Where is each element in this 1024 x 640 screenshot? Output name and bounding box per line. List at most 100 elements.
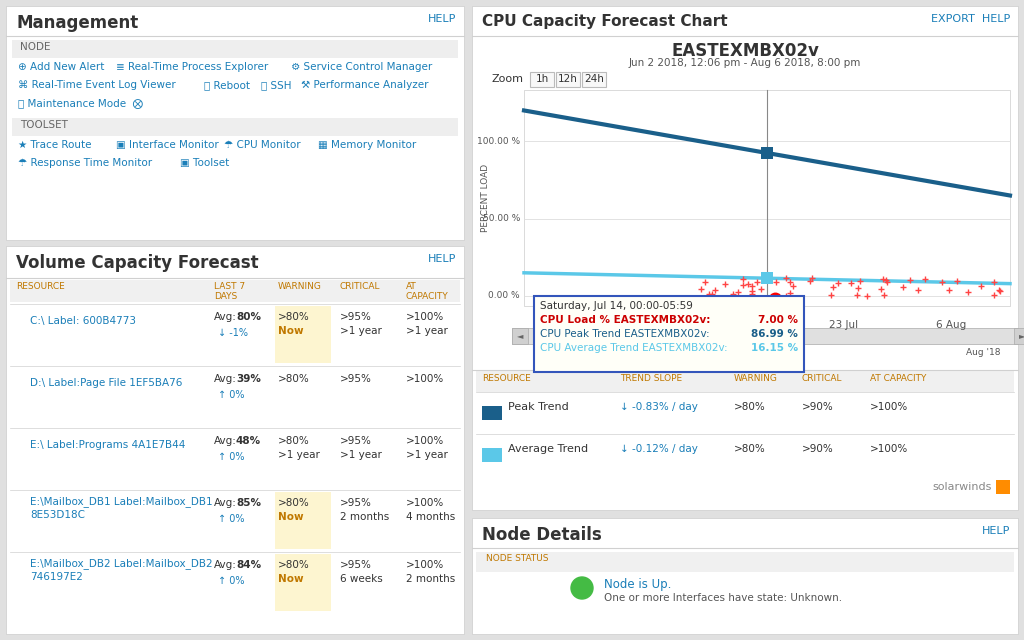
Text: PERCENT LOAD: PERCENT LOAD: [481, 164, 490, 232]
Text: ⊕ Add New Alert: ⊕ Add New Alert: [18, 62, 104, 72]
Text: >80%: >80%: [278, 436, 309, 446]
Bar: [1014, 328, 1024, 344]
Text: >1 year: >1 year: [278, 450, 319, 460]
Text: E:\ Label:Programs 4A1E7B44: E:\ Label:Programs 4A1E7B44: [30, 440, 185, 450]
Bar: [12, 40, 458, 58]
Text: NODE STATUS: NODE STATUS: [486, 554, 549, 563]
Text: Avg:: Avg:: [214, 374, 237, 384]
Text: >95%: >95%: [340, 498, 372, 508]
Bar: [512, 328, 528, 344]
Text: 80%: 80%: [236, 312, 261, 322]
Text: 50.00 %: 50.00 %: [482, 214, 520, 223]
Text: ↑ 0%: ↑ 0%: [218, 390, 245, 400]
Bar: [761, 147, 773, 159]
Text: HELP: HELP: [428, 254, 456, 264]
Text: HELP: HELP: [982, 526, 1010, 536]
Text: ⎕ SSH: ⎕ SSH: [261, 80, 292, 90]
Text: Average Trend: Average Trend: [508, 444, 588, 454]
Text: EASTEXMBX02v: EASTEXMBX02v: [671, 42, 819, 60]
Bar: [12, 118, 458, 136]
Text: ↓ -1%: ↓ -1%: [218, 328, 248, 338]
Text: RESOURCE: RESOURCE: [16, 282, 65, 291]
Text: WARNING: WARNING: [734, 374, 778, 383]
Text: '18: '18: [760, 348, 774, 357]
Text: Node Details: Node Details: [482, 526, 602, 544]
Text: >100%: >100%: [870, 444, 908, 454]
Text: WARNING: WARNING: [278, 282, 322, 291]
Bar: [556, 72, 580, 87]
Text: ↑ 0%: ↑ 0%: [218, 576, 245, 586]
Bar: [996, 480, 1010, 494]
Text: ☂ Response Time Monitor: ☂ Response Time Monitor: [18, 158, 153, 168]
Text: 16.15 %: 16.15 %: [751, 343, 798, 353]
Text: 85%: 85%: [236, 498, 261, 508]
Bar: [10, 366, 460, 427]
Bar: [530, 72, 554, 87]
Text: ≣ Real-Time Process Explorer: ≣ Real-Time Process Explorer: [116, 62, 268, 72]
Text: Volume Capacity Forecast: Volume Capacity Forecast: [16, 254, 259, 272]
Text: >100%: >100%: [406, 560, 444, 570]
Text: 6 weeks: 6 weeks: [340, 574, 383, 584]
Text: ↓ -0.12% / day: ↓ -0.12% / day: [620, 444, 698, 454]
Text: ▦ Memory Monitor: ▦ Memory Monitor: [318, 140, 416, 150]
Text: >1 year: >1 year: [340, 326, 382, 336]
Text: ☂ CPU Monitor: ☂ CPU Monitor: [224, 140, 301, 150]
Text: ⛹ Maintenance Mode  ⨂: ⛹ Maintenance Mode ⨂: [18, 98, 143, 108]
Text: C:\ Label: 600B4773: C:\ Label: 600B4773: [30, 316, 136, 326]
Text: Avg:: Avg:: [214, 436, 237, 446]
Text: NODE: NODE: [20, 42, 50, 52]
Text: >80%: >80%: [278, 560, 309, 570]
Text: EXPORT  HELP: EXPORT HELP: [931, 14, 1010, 24]
Bar: [476, 552, 1014, 572]
Text: Saturday, Jul 14, 00:00-05:59: Saturday, Jul 14, 00:00-05:59: [540, 301, 693, 311]
Text: 2 months: 2 months: [406, 574, 456, 584]
Text: >1 year: >1 year: [340, 450, 382, 460]
Text: Jun 2 2018, 12:06 pm - Aug 6 2018, 8:00 pm: Jun 2 2018, 12:06 pm - Aug 6 2018, 8:00 …: [629, 58, 861, 68]
Text: LAST 7
DAYS: LAST 7 DAYS: [214, 282, 245, 301]
Circle shape: [571, 577, 593, 599]
Text: 746197E2: 746197E2: [30, 572, 83, 582]
Text: ↑ 0%: ↑ 0%: [218, 514, 245, 524]
Text: CPU Capacity Forecast Chart: CPU Capacity Forecast Chart: [482, 14, 728, 29]
Text: ↓ -0.83% / day: ↓ -0.83% / day: [620, 402, 698, 412]
Bar: [534, 296, 804, 372]
Bar: [10, 428, 460, 489]
Text: HELP: HELP: [428, 14, 456, 24]
Text: 6 Aug: 6 Aug: [936, 320, 966, 330]
Text: 86.99 %: 86.99 %: [752, 329, 798, 339]
Bar: [742, 330, 792, 342]
Text: >95%: >95%: [340, 312, 372, 322]
Text: E:\Mailbox_DB2 Label:Mailbox_DB2: E:\Mailbox_DB2 Label:Mailbox_DB2: [30, 558, 213, 569]
Text: TOOLSET: TOOLSET: [20, 120, 68, 130]
Bar: [6, 246, 464, 634]
Text: 48%: 48%: [236, 436, 261, 446]
Text: 0.00 %: 0.00 %: [488, 291, 520, 301]
Text: AT
CAPACITY: AT CAPACITY: [406, 282, 449, 301]
Text: 12h: 12h: [558, 74, 578, 84]
Text: CPU Peak Trend EASTEXMBX02v:: CPU Peak Trend EASTEXMBX02v:: [540, 329, 710, 339]
Bar: [6, 6, 464, 240]
Text: >90%: >90%: [802, 402, 834, 412]
Text: >100%: >100%: [406, 312, 444, 322]
Text: >80%: >80%: [734, 402, 766, 412]
Bar: [10, 490, 460, 551]
Text: 100.00 %: 100.00 %: [477, 137, 520, 146]
Bar: [275, 306, 331, 363]
Text: >80%: >80%: [734, 444, 766, 454]
Text: >90%: >90%: [802, 444, 834, 454]
Text: >80%: >80%: [278, 312, 309, 322]
Text: Avg:: Avg:: [214, 498, 237, 508]
Text: Now: Now: [278, 512, 304, 522]
Text: >100%: >100%: [406, 374, 444, 384]
Text: >95%: >95%: [340, 436, 372, 446]
Text: ↑ 0%: ↑ 0%: [218, 452, 245, 462]
Text: AT CAPACITY: AT CAPACITY: [870, 374, 927, 383]
Bar: [482, 448, 502, 462]
Text: CPU Load % EASTEXMBX02v:: CPU Load % EASTEXMBX02v:: [540, 315, 711, 325]
Text: Zoom: Zoom: [492, 74, 524, 84]
Text: Management: Management: [16, 14, 138, 32]
Text: Avg:: Avg:: [214, 312, 237, 322]
Text: Now: Now: [278, 326, 304, 336]
Bar: [275, 554, 331, 611]
Text: Now: Now: [278, 574, 304, 584]
